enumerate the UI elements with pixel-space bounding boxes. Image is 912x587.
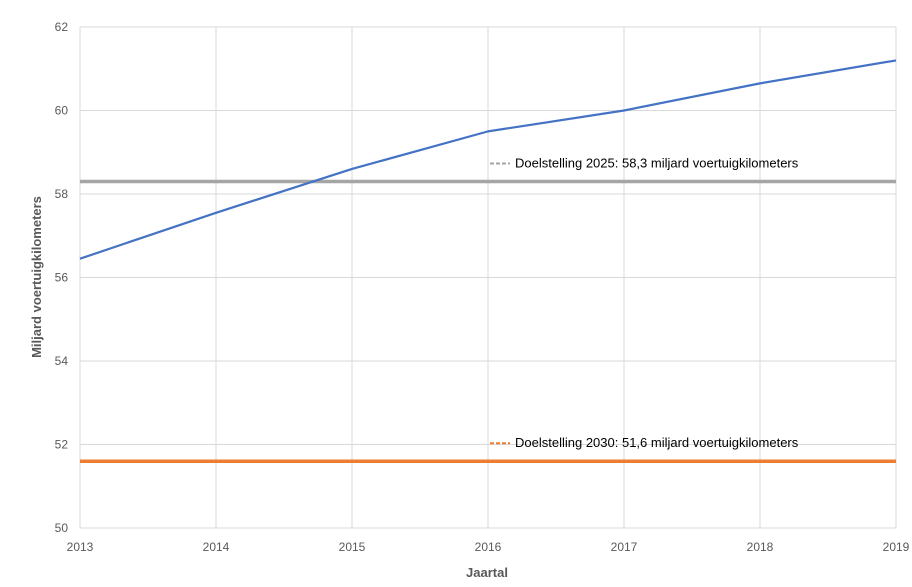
grid-lines <box>79 26 897 529</box>
reference-label: Doelstelling 2030: 51,6 miljard voertuig… <box>515 435 799 450</box>
x-tick-label: 2014 <box>203 540 230 554</box>
x-tick-label: 2016 <box>475 540 502 554</box>
y-tick-labels: 50 52 54 56 58 60 62 <box>55 20 69 535</box>
reference-labels: Doelstelling 2025: 58,3 miljard voertuig… <box>490 155 799 450</box>
series-lines <box>79 59 897 260</box>
y-tick-label: 58 <box>55 187 69 201</box>
y-tick-label: 52 <box>55 438 69 452</box>
y-axis-label: Miljard voertuigkilometers <box>29 196 44 358</box>
y-tick-label: 60 <box>55 104 69 118</box>
y-tick-label: 50 <box>55 521 69 535</box>
reference-label: Doelstelling 2025: 58,3 miljard voertuig… <box>515 155 799 170</box>
x-tick-label: 2019 <box>883 540 910 554</box>
x-tick-label: 2017 <box>611 540 638 554</box>
y-tick-label: 62 <box>55 20 69 34</box>
x-tick-label: 2015 <box>339 540 366 554</box>
reference-lines <box>80 179 896 463</box>
x-axis-label: Jaartal <box>466 565 508 580</box>
y-tick-label: 56 <box>55 271 69 285</box>
x-tick-labels: 2013 2014 2015 2016 2017 2018 2019 <box>67 540 910 554</box>
x-tick-label: 2013 <box>67 540 94 554</box>
x-tick-label: 2018 <box>747 540 774 554</box>
y-tick-label: 54 <box>55 354 69 368</box>
